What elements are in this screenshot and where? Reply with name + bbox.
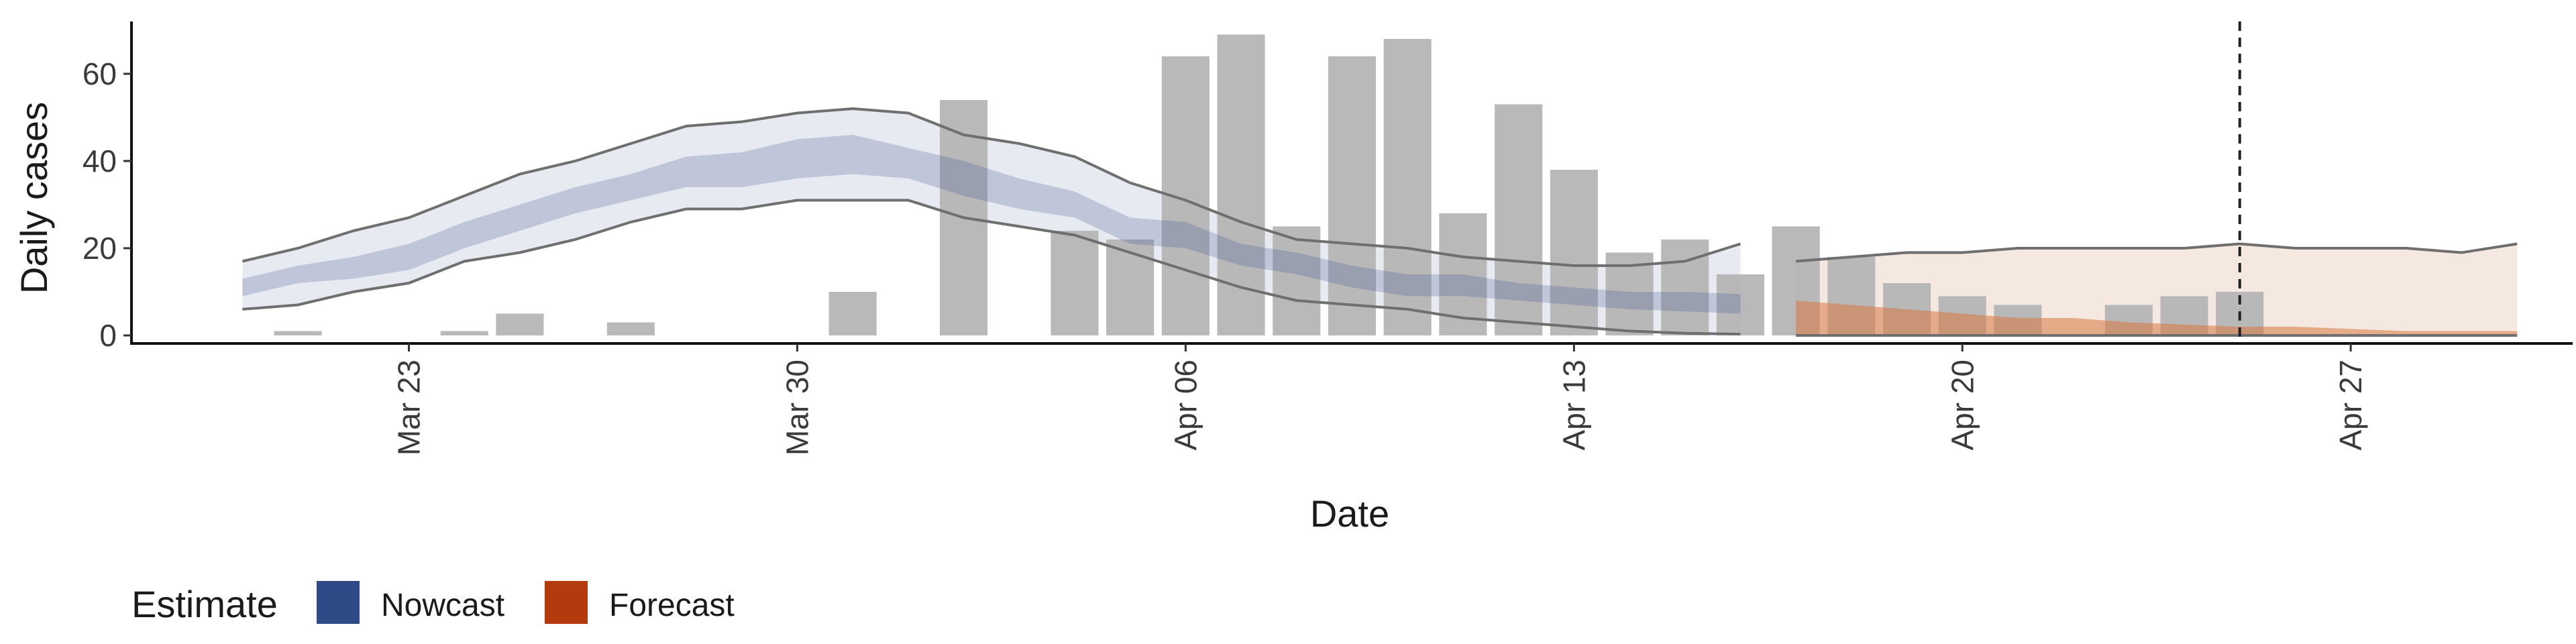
bar-2020-03-31	[828, 292, 877, 335]
bar-2020-04-05	[1106, 239, 1155, 335]
forecast-legend-label: Forecast	[609, 588, 735, 623]
forecast-inner-band	[1796, 301, 2518, 335]
x-tick-label-2020-04-06: Apr 06	[1168, 360, 1203, 451]
bar-2020-04-08	[1273, 226, 1321, 335]
y-tick-label-20: 20	[83, 231, 117, 266]
nowcast-inner-band	[242, 135, 1741, 314]
x-tick-label-2020-04-13: Apr 13	[1556, 360, 1591, 451]
x-tick-label-2020-04-20: Apr 20	[1945, 360, 1980, 451]
x-tick-label-2020-03-23: Mar 23	[392, 360, 427, 455]
y-tick-label-0: 0	[99, 318, 117, 353]
bar-2020-04-07	[1217, 34, 1265, 335]
forecast-legend-swatch	[545, 581, 588, 624]
bar-2020-04-13	[1550, 170, 1598, 335]
nowcast-legend-swatch	[317, 581, 360, 624]
plot-area	[241, 21, 2518, 343]
axes: 0 20 40 60 Mar 23 Mar 30 Apr 06 Apr 13 Apr 20 Apr…	[83, 21, 2573, 455]
x-tick-label-2020-03-30: Mar 30	[780, 360, 814, 455]
x-tick-label-2020-04-27: Apr 27	[2333, 360, 2368, 451]
bar-2020-03-27	[606, 322, 655, 335]
bar-2020-04-04	[1051, 231, 1099, 335]
nowcast-lower-bound-line	[242, 199, 1741, 336]
bar-2020-04-12	[1495, 104, 1543, 335]
bar-2020-04-15	[1661, 239, 1709, 335]
bar-2020-04-09	[1328, 56, 1376, 335]
legend-title: Estimate	[131, 583, 278, 625]
bar-2020-03-21	[274, 331, 322, 335]
bar-2020-04-16	[1716, 274, 1764, 335]
y-tick-label-40: 40	[83, 144, 117, 178]
legend: Estimate Nowcast Forecast	[131, 581, 735, 625]
y-axis-title: Daily cases	[13, 102, 55, 294]
bar-2020-03-25	[496, 313, 544, 335]
forecast-upper-bound-line	[1795, 242, 2518, 263]
nowcast-legend-label: Nowcast	[381, 588, 504, 623]
y-tick-label-60: 60	[83, 56, 117, 91]
bar-2020-04-10	[1383, 39, 1432, 335]
bar-2020-03-24	[440, 331, 488, 335]
x-axis-title: Date	[1310, 492, 1389, 535]
nowcast-upper-bound-line	[241, 107, 1741, 267]
